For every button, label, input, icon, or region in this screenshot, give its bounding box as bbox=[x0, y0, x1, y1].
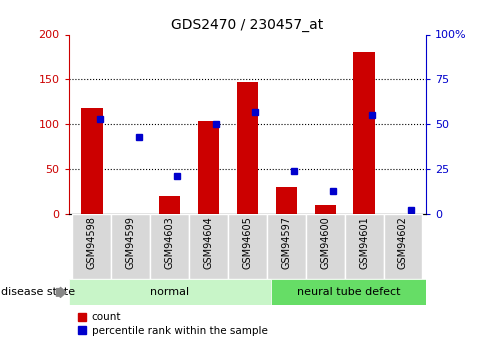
Bar bbox=[306, 214, 344, 279]
Text: GSM94599: GSM94599 bbox=[126, 216, 136, 269]
Bar bbox=[189, 214, 228, 279]
Text: GSM94605: GSM94605 bbox=[243, 216, 252, 269]
Text: GSM94602: GSM94602 bbox=[398, 216, 408, 269]
Bar bbox=[73, 214, 111, 279]
Text: GSM94598: GSM94598 bbox=[87, 216, 97, 269]
Text: GSM94603: GSM94603 bbox=[165, 216, 175, 269]
Text: neural tube defect: neural tube defect bbox=[297, 287, 400, 297]
Bar bbox=[111, 214, 150, 279]
Bar bbox=[69, 279, 271, 305]
Text: GSM94604: GSM94604 bbox=[203, 216, 214, 269]
Bar bbox=[276, 187, 297, 214]
Bar bbox=[344, 214, 384, 279]
Bar bbox=[237, 82, 258, 214]
Bar bbox=[228, 214, 267, 279]
Bar bbox=[159, 196, 180, 214]
Bar bbox=[384, 214, 422, 279]
Legend: count, percentile rank within the sample: count, percentile rank within the sample bbox=[74, 308, 271, 340]
Text: GSM94600: GSM94600 bbox=[320, 216, 330, 269]
Text: normal: normal bbox=[150, 287, 189, 297]
Bar bbox=[353, 52, 375, 214]
Bar bbox=[267, 214, 306, 279]
Title: GDS2470 / 230457_at: GDS2470 / 230457_at bbox=[172, 18, 323, 32]
Text: GSM94597: GSM94597 bbox=[281, 216, 292, 269]
Bar bbox=[81, 108, 102, 214]
Text: disease state: disease state bbox=[1, 287, 75, 297]
Bar bbox=[150, 214, 189, 279]
Bar bbox=[271, 279, 426, 305]
Bar bbox=[315, 205, 336, 214]
Bar bbox=[198, 121, 219, 214]
Text: GSM94601: GSM94601 bbox=[359, 216, 369, 269]
